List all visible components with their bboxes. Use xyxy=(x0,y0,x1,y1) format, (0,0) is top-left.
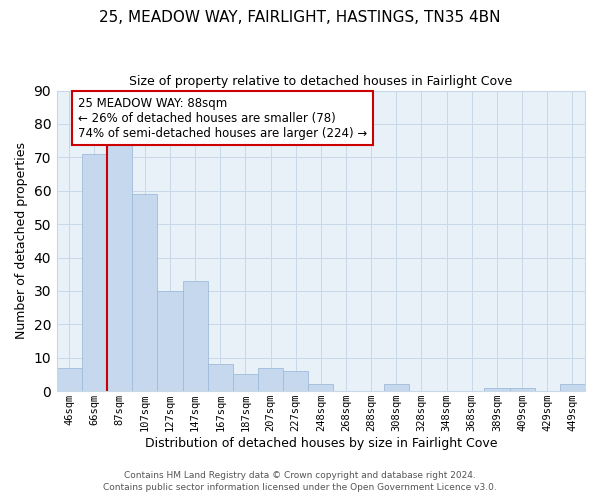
Bar xyxy=(484,388,509,391)
Bar xyxy=(258,368,283,391)
Text: Contains HM Land Registry data © Crown copyright and database right 2024.
Contai: Contains HM Land Registry data © Crown c… xyxy=(103,471,497,492)
Bar xyxy=(283,371,308,391)
Y-axis label: Number of detached properties: Number of detached properties xyxy=(15,142,28,340)
Bar xyxy=(57,368,82,391)
Bar xyxy=(157,291,182,391)
Bar xyxy=(182,281,208,391)
Bar xyxy=(208,364,233,391)
Title: Size of property relative to detached houses in Fairlight Cove: Size of property relative to detached ho… xyxy=(129,75,512,88)
Bar xyxy=(384,384,409,391)
Bar xyxy=(308,384,334,391)
Bar xyxy=(107,140,132,391)
Bar xyxy=(509,388,535,391)
Bar xyxy=(132,194,157,391)
Text: 25, MEADOW WAY, FAIRLIGHT, HASTINGS, TN35 4BN: 25, MEADOW WAY, FAIRLIGHT, HASTINGS, TN3… xyxy=(99,10,501,25)
Text: 25 MEADOW WAY: 88sqm
← 26% of detached houses are smaller (78)
74% of semi-detac: 25 MEADOW WAY: 88sqm ← 26% of detached h… xyxy=(78,96,367,140)
Bar xyxy=(82,154,107,391)
Bar xyxy=(560,384,585,391)
Bar xyxy=(233,374,258,391)
X-axis label: Distribution of detached houses by size in Fairlight Cove: Distribution of detached houses by size … xyxy=(145,437,497,450)
